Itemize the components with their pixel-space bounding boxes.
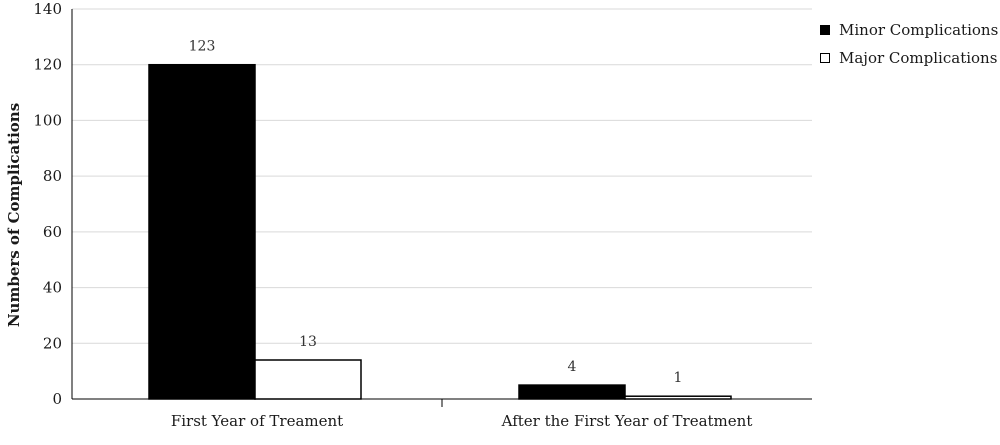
legend-item-major: Major Complications: [820, 48, 998, 68]
data-label: 13: [299, 334, 317, 350]
x-tick-label: After the First Year of Treatment: [501, 412, 753, 430]
y-tick-label: 60: [43, 223, 62, 241]
legend: Minor Complications Major Complications: [820, 20, 998, 76]
bar: [148, 63, 256, 400]
bar: [254, 359, 362, 400]
legend-swatch-major: [820, 53, 830, 63]
data-label: 4: [568, 359, 577, 375]
y-tick-label: 20: [43, 334, 62, 352]
data-label: 1: [674, 370, 683, 386]
legend-item-minor: Minor Complications: [820, 20, 998, 40]
legend-label-major: Major Complications: [839, 49, 998, 67]
y-tick-label: 100: [33, 111, 62, 129]
y-axis-label: Numbers of Complications: [5, 102, 23, 328]
y-tick-label: 0: [52, 390, 62, 408]
x-tick-label: First Year of Treament: [171, 412, 343, 430]
data-label: 123: [189, 39, 216, 55]
y-tick-label: 40: [43, 279, 62, 297]
bar: [518, 384, 626, 400]
y-tick-label: 80: [43, 167, 62, 185]
legend-swatch-minor: [820, 25, 830, 35]
y-tick-label: 140: [33, 0, 62, 18]
y-tick-label: 120: [33, 56, 62, 74]
legend-label-minor: Minor Complications: [839, 21, 999, 39]
bar: [624, 395, 732, 400]
